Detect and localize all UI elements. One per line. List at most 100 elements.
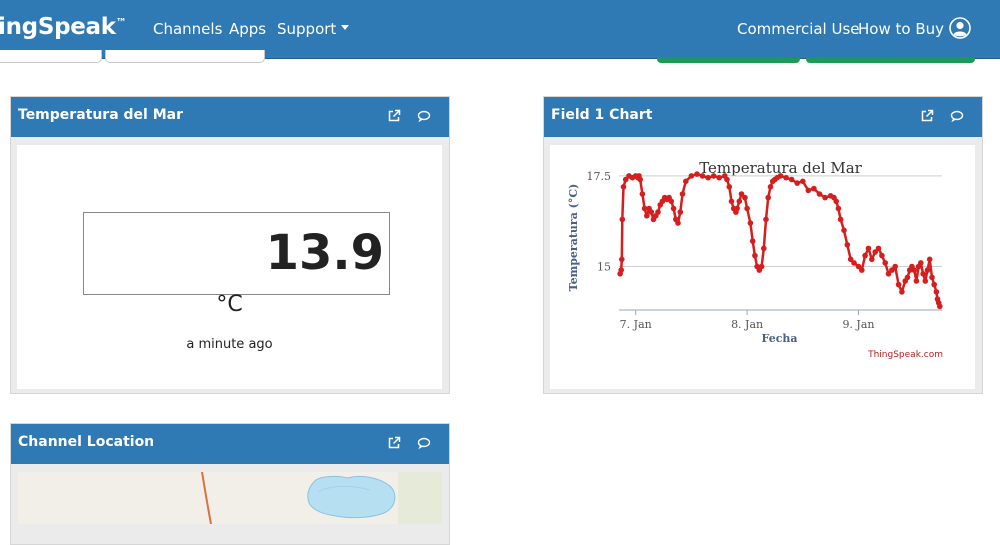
data-point <box>765 194 771 201</box>
data-point <box>904 274 911 281</box>
comment-icon[interactable] <box>417 436 431 450</box>
data-point <box>677 209 684 215</box>
data-point <box>761 245 767 252</box>
data-point <box>924 267 931 273</box>
data-point <box>655 209 661 215</box>
data-point <box>872 249 878 255</box>
external-link-icon[interactable] <box>387 109 401 123</box>
data-point <box>777 173 784 179</box>
data-point <box>620 184 627 190</box>
data-point <box>885 271 892 277</box>
y-axis-title: Temperatura (°C) <box>567 184 580 292</box>
data-point <box>688 173 695 179</box>
last-updated-text: a minute ago <box>186 337 273 352</box>
data-point <box>648 209 655 215</box>
data-point <box>683 178 689 185</box>
user-account-icon[interactable] <box>949 17 971 39</box>
data-point <box>679 191 686 197</box>
x-tick-label: 7. Jan <box>620 318 652 331</box>
data-point <box>855 263 862 270</box>
data-point <box>816 191 823 197</box>
data-point <box>619 216 626 223</box>
chevron-down-icon <box>341 25 350 30</box>
data-point <box>783 174 789 181</box>
external-link-icon[interactable] <box>920 109 934 123</box>
channel-action-button[interactable] <box>105 50 265 63</box>
panel-header: Temperatura del Mar <box>11 97 449 137</box>
data-point <box>899 289 905 295</box>
brand-trademark: ™ <box>115 16 127 29</box>
temperature-unit: °C <box>216 292 243 317</box>
widget-channel-location-panel: Channel Location <box>10 423 450 545</box>
green-action-button[interactable] <box>657 58 800 63</box>
numeric-display-box: 13.9 <box>83 212 390 295</box>
data-point <box>875 245 882 252</box>
data-point <box>929 274 935 281</box>
data-point <box>911 267 917 273</box>
data-point <box>865 245 872 252</box>
data-point <box>619 256 625 263</box>
data-point <box>644 213 650 219</box>
channel-action-button[interactable] <box>0 50 102 63</box>
nav-support[interactable]: Support <box>277 20 350 38</box>
data-point <box>837 216 844 223</box>
data-point <box>920 271 926 277</box>
comment-icon[interactable] <box>417 109 431 123</box>
data-point <box>744 205 750 212</box>
data-point <box>736 198 743 205</box>
data-point <box>668 198 675 205</box>
data-point <box>922 278 929 284</box>
data-point <box>618 267 624 273</box>
panel-title: Field 1 Chart <box>551 107 653 123</box>
data-point <box>844 242 851 248</box>
nav-support-label: Support <box>277 20 337 38</box>
data-point <box>749 238 756 244</box>
data-point <box>788 176 795 183</box>
data-point <box>931 281 937 288</box>
data-point <box>862 252 868 259</box>
panel-title: Temperatura del Mar <box>18 107 183 123</box>
data-point <box>822 194 828 201</box>
brand-name: ingSpeak <box>0 14 116 40</box>
external-link-icon[interactable] <box>387 436 401 450</box>
panel-title: Channel Location <box>18 434 155 450</box>
nav-commercial-use[interactable]: Commercial Use <box>737 20 860 38</box>
data-point <box>794 180 800 186</box>
comment-icon[interactable] <box>950 109 964 123</box>
data-point <box>716 174 722 181</box>
nav-apps[interactable]: Apps <box>229 20 267 38</box>
panel-header: Field 1 Chart <box>544 97 982 137</box>
nav-how-to-buy[interactable]: How to Buy <box>858 20 944 38</box>
panel-header: Channel Location <box>11 424 449 464</box>
location-map[interactable] <box>18 472 442 524</box>
data-point <box>639 191 646 197</box>
x-tick-label: 8. Jan <box>731 318 763 331</box>
data-point <box>747 220 754 226</box>
data-point <box>758 263 765 270</box>
data-point <box>937 303 943 310</box>
chart-title: Temperatura del Mar <box>699 159 862 177</box>
y-tick-label: 15 <box>597 261 611 274</box>
data-point <box>694 171 700 177</box>
field1-line-chart[interactable]: Temperatura del Mar 15 17.5 7. Jan 8. Jan 9. … <box>550 145 975 389</box>
data-point <box>710 173 717 179</box>
data-point <box>859 267 865 273</box>
data-point <box>869 256 875 263</box>
data-point <box>851 260 857 266</box>
data-point <box>835 205 842 212</box>
widget-field1-chart-panel: Field 1 Chart Temperatura del Mar 15 17.5 7… <box>543 96 983 394</box>
top-navbar: ingSpeak™ Channels Apps Support Commerci… <box>0 0 1000 59</box>
data-point <box>742 194 748 201</box>
nav-channels[interactable]: Channels <box>153 20 223 38</box>
data-point <box>699 173 706 179</box>
y-tick-label: 17.5 <box>587 170 612 183</box>
brand-logo[interactable]: ingSpeak™ <box>0 14 127 40</box>
panel-body: Temperatura del Mar 15 17.5 7. Jan 8. Jan 9. … <box>550 145 975 389</box>
data-point <box>847 256 854 263</box>
data-point <box>841 227 847 234</box>
data-point <box>724 176 730 183</box>
data-point <box>726 184 733 190</box>
green-action-button[interactable] <box>806 58 975 63</box>
data-point <box>767 184 774 190</box>
widget-temperatura-panel: Temperatura del Mar 13.9 °C a minute ago <box>10 96 450 394</box>
